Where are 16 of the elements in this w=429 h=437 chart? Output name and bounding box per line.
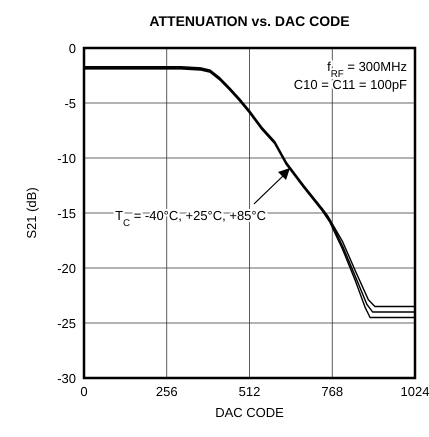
x-tick-label: 256 xyxy=(156,384,178,399)
y-axis-title: S21 (dB) xyxy=(24,187,39,239)
x-tick-label: 1024 xyxy=(400,384,429,399)
y-tick-label: -30 xyxy=(57,371,76,386)
x-tick-label: 768 xyxy=(321,384,344,399)
y-tick-label: -15 xyxy=(57,206,76,221)
y-tick-label: -5 xyxy=(64,96,76,111)
x-tick-label: 0 xyxy=(80,384,88,399)
annotation: C10 = C11 = 100pF xyxy=(294,77,408,92)
chart-title: ATTENUATION vs. DAC CODE xyxy=(149,13,350,29)
y-tick-label: -25 xyxy=(57,316,76,331)
y-tick-label: -20 xyxy=(57,261,76,276)
y-tick-label: -10 xyxy=(57,151,76,166)
x-axis-title: DAC CODE xyxy=(215,405,284,420)
y-tick-label: 0 xyxy=(68,41,76,56)
x-tick-label: 512 xyxy=(238,384,260,399)
